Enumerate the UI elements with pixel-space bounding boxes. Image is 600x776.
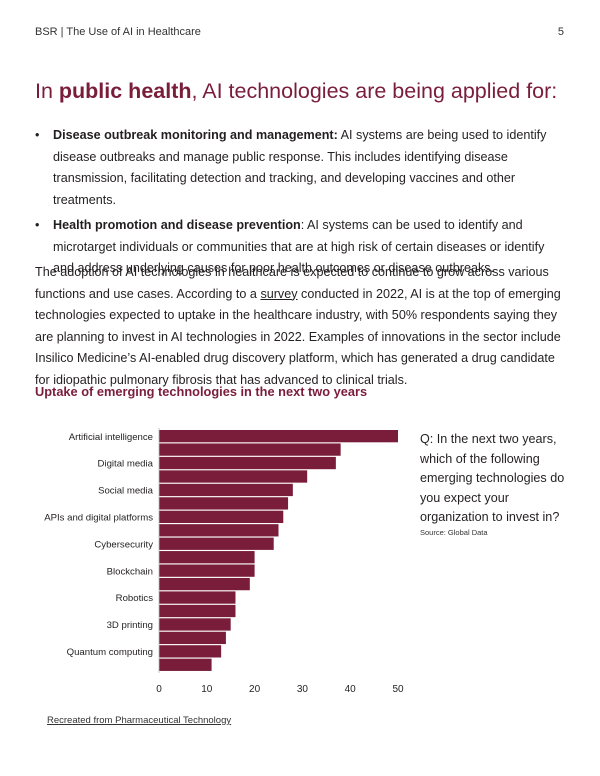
x-tick-label: 50 — [392, 684, 404, 695]
bullet-list: Disease outbreak monitoring and manageme… — [35, 125, 565, 284]
chart-source: Source: Global Data — [420, 528, 488, 537]
heading-prefix: In — [35, 79, 59, 103]
para-text: The adoption of AI technologies in healt… — [35, 265, 549, 301]
bar-7 — [159, 524, 279, 537]
bar-16 — [159, 645, 222, 658]
x-tick-label: 10 — [201, 684, 213, 695]
bar-17 — [159, 658, 212, 671]
category-label: Quantum computing — [67, 647, 153, 658]
bar-0 — [159, 430, 398, 443]
running-header: BSR | The Use of AI in Healthcare 5 — [35, 26, 564, 38]
running-title: BSR | The Use of AI in Healthcare — [35, 26, 201, 38]
bar-4 — [159, 483, 293, 497]
bar-15 — [159, 631, 226, 645]
section-heading: In public health, AI technologies are be… — [35, 79, 557, 104]
body-paragraph: The adoption of AI technologies in healt… — [35, 262, 567, 391]
bullet-term: Health promotion and disease prevention — [53, 218, 301, 232]
bar-11 — [159, 577, 250, 591]
bullet-item: Disease outbreak monitoring and manageme… — [35, 125, 565, 211]
category-label: Social media — [98, 486, 154, 497]
category-label: 3D printing — [107, 620, 153, 631]
bar-14 — [159, 618, 231, 631]
bullet-text: : AI systems can be used to identify and… — [53, 218, 545, 275]
bar-12 — [159, 591, 236, 604]
bar-6 — [159, 510, 284, 523]
x-tick-label: 40 — [345, 684, 357, 695]
bullet-term: Disease outbreak monitoring and manageme… — [53, 128, 338, 142]
bar-5 — [159, 497, 289, 510]
bar-10 — [159, 564, 255, 577]
category-label: Blockchain — [107, 566, 153, 577]
footer-credit[interactable]: Recreated from Pharmaceutical Technology — [47, 715, 232, 726]
category-label: APIs and digital platforms — [44, 513, 153, 524]
bar-13 — [159, 604, 236, 618]
bar-2 — [159, 456, 336, 470]
bar-chart: Artificial intelligence Digital media Soci… — [44, 428, 404, 695]
page-number: 5 — [557, 26, 564, 38]
x-tick-label: 20 — [249, 684, 261, 695]
survey-question: Q: In the next two years, which of the f… — [420, 432, 565, 524]
heading-suffix: , AI technologies are being applied for: — [191, 79, 558, 103]
bullet-text: AI systems are being used to identify di… — [53, 128, 547, 207]
category-label: Robotics — [116, 593, 154, 604]
bullet-item: Health promotion and disease prevention:… — [35, 215, 565, 280]
chart-title: Uptake of emerging technologies in the n… — [35, 384, 368, 399]
category-label: Artificial intelligence — [69, 432, 153, 443]
bar-8 — [159, 537, 274, 550]
category-label: Cybersecurity — [94, 539, 153, 550]
bar-9 — [159, 551, 255, 564]
heading-bold: public health — [58, 79, 192, 103]
bar-3 — [159, 470, 308, 483]
x-tick-label: 0 — [156, 684, 162, 695]
bar-1 — [159, 443, 341, 456]
para-text: conducted in 2022, AI is at the top of e… — [35, 286, 561, 387]
category-label: Digital media — [98, 459, 154, 470]
x-tick-label: 30 — [297, 684, 309, 695]
survey-link[interactable]: survey — [260, 286, 298, 301]
